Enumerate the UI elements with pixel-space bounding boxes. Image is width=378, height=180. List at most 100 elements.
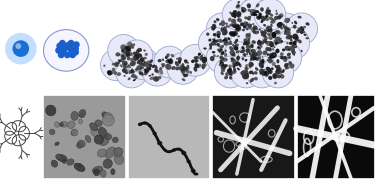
Ellipse shape [261,42,264,45]
Ellipse shape [229,12,232,14]
Ellipse shape [132,61,136,64]
Ellipse shape [137,60,143,64]
Ellipse shape [242,47,245,50]
Circle shape [214,56,246,88]
Bar [212,95,294,178]
Ellipse shape [218,33,220,35]
Ellipse shape [257,41,262,46]
Ellipse shape [230,43,232,45]
Ellipse shape [161,63,166,66]
Ellipse shape [242,75,247,79]
Ellipse shape [275,41,278,44]
Circle shape [101,49,132,81]
Ellipse shape [290,38,293,42]
Circle shape [254,13,286,45]
Ellipse shape [55,142,59,146]
Ellipse shape [227,70,229,72]
Ellipse shape [129,70,131,74]
Ellipse shape [220,60,223,64]
Ellipse shape [290,35,292,38]
Ellipse shape [269,53,273,58]
Ellipse shape [252,26,255,29]
Ellipse shape [85,136,91,142]
Ellipse shape [262,70,264,73]
Ellipse shape [233,31,238,36]
Ellipse shape [234,41,237,44]
Ellipse shape [122,57,126,60]
Ellipse shape [130,71,132,73]
Ellipse shape [270,54,276,59]
Ellipse shape [289,42,293,45]
Ellipse shape [266,7,270,9]
Circle shape [73,41,80,48]
Ellipse shape [242,46,244,49]
Ellipse shape [274,82,277,84]
Ellipse shape [292,42,295,46]
Ellipse shape [260,70,263,75]
Ellipse shape [236,61,240,66]
Circle shape [238,0,270,30]
Ellipse shape [176,67,178,68]
Ellipse shape [144,71,147,75]
Ellipse shape [284,56,286,58]
Ellipse shape [230,23,233,27]
Ellipse shape [138,123,142,126]
Ellipse shape [211,28,215,30]
Ellipse shape [258,13,262,16]
Ellipse shape [141,56,143,58]
Ellipse shape [285,46,290,51]
Ellipse shape [217,35,220,38]
Ellipse shape [221,68,225,72]
Ellipse shape [114,148,123,157]
Ellipse shape [292,42,297,46]
Ellipse shape [120,64,123,68]
Ellipse shape [126,54,130,57]
Ellipse shape [237,13,240,17]
Ellipse shape [257,47,261,50]
Ellipse shape [124,75,125,77]
Ellipse shape [216,34,220,38]
Ellipse shape [272,73,277,79]
Circle shape [286,13,318,45]
Ellipse shape [292,51,296,55]
Ellipse shape [212,51,215,53]
Ellipse shape [140,57,144,62]
Ellipse shape [217,49,219,51]
Ellipse shape [272,42,274,44]
Circle shape [222,42,254,73]
Ellipse shape [128,49,131,52]
Ellipse shape [95,120,102,127]
Ellipse shape [115,62,118,66]
Ellipse shape [248,9,251,12]
Ellipse shape [209,43,212,47]
Ellipse shape [286,31,288,34]
Ellipse shape [263,24,266,27]
Ellipse shape [261,61,264,65]
Ellipse shape [242,29,245,31]
Ellipse shape [277,69,281,74]
Ellipse shape [178,61,181,64]
Ellipse shape [191,59,196,63]
Ellipse shape [259,59,265,63]
Ellipse shape [222,30,228,35]
Ellipse shape [291,49,295,53]
Ellipse shape [259,69,263,73]
Ellipse shape [245,64,248,67]
Ellipse shape [270,24,273,27]
Ellipse shape [285,67,287,70]
Ellipse shape [181,151,186,155]
Ellipse shape [297,28,300,32]
Ellipse shape [214,20,217,23]
Circle shape [238,13,270,45]
Ellipse shape [219,23,222,26]
Ellipse shape [282,69,285,71]
Ellipse shape [253,28,256,30]
Ellipse shape [213,43,217,46]
Ellipse shape [242,71,246,75]
Ellipse shape [300,27,304,32]
Ellipse shape [186,160,191,163]
Ellipse shape [186,68,188,70]
Ellipse shape [240,72,245,76]
Ellipse shape [246,24,248,26]
Ellipse shape [218,48,223,52]
